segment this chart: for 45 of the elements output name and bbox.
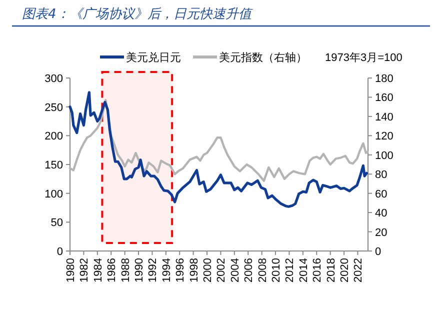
x-tick-label: 2014: [298, 258, 310, 282]
x-tick-label: 2018: [325, 258, 338, 282]
y-tick-label: 300: [44, 73, 63, 85]
x-tick-label: 2016: [312, 258, 324, 282]
line-series: [68, 99, 368, 182]
y2-tick-label: 180: [375, 73, 394, 85]
x-tick-label: 1996: [174, 258, 187, 282]
y2-tick-label: 80: [375, 169, 388, 182]
x-tick-label: 1984: [92, 258, 104, 282]
x-tick-label: 2012: [284, 258, 296, 282]
y2-tick-label: 160: [375, 92, 394, 104]
x-tick-label: 1982: [78, 258, 91, 282]
y-tick-label: 250: [44, 102, 63, 114]
y-tick-label: 0: [56, 246, 63, 258]
x-tick-label: 1992: [147, 258, 160, 282]
x-tick-label: 1998: [188, 258, 200, 282]
line-series: [68, 91, 368, 208]
y2-tick-label: 100: [375, 150, 394, 162]
x-tick-label: 2022: [352, 258, 365, 282]
x-tick-label: 1994: [160, 258, 173, 282]
chart-title: 图表4：《广场协议》后，日元快速升值: [22, 7, 254, 22]
y-tick-label: 100: [44, 188, 63, 200]
y2-tick-label: 0: [375, 246, 382, 258]
text: 1973年3月=100: [325, 52, 402, 64]
y-tick-label: 200: [44, 130, 63, 143]
y2-tick-label: 20: [375, 226, 388, 239]
x-tick-label: 1986: [106, 258, 118, 282]
y2-tick-label: 140: [375, 111, 394, 124]
y2-tick-label: 40: [375, 208, 388, 220]
legend-label: 美元兑日元: [126, 51, 181, 64]
x-tick-label: 2008: [256, 258, 269, 282]
x-tick-label: 2010: [270, 258, 283, 282]
legend-label: 美元指数（右轴）: [219, 51, 307, 64]
x-tick-label: 2002: [216, 258, 228, 282]
y2-tick-label: 120: [375, 130, 394, 143]
y2-tick-label: 60: [375, 188, 388, 200]
x-tick-label: 2000: [202, 258, 214, 282]
x-tick-label: 2004: [229, 258, 242, 282]
x-tick-label: 2020: [339, 258, 352, 282]
y-tick-label: 150: [44, 160, 63, 172]
x-tick-label: 1980: [65, 258, 77, 282]
x-tick-label: 2006: [243, 258, 256, 282]
x-tick-label: 1988: [120, 258, 132, 282]
y-tick-label: 50: [50, 217, 63, 230]
x-tick-label: 1990: [134, 258, 146, 282]
